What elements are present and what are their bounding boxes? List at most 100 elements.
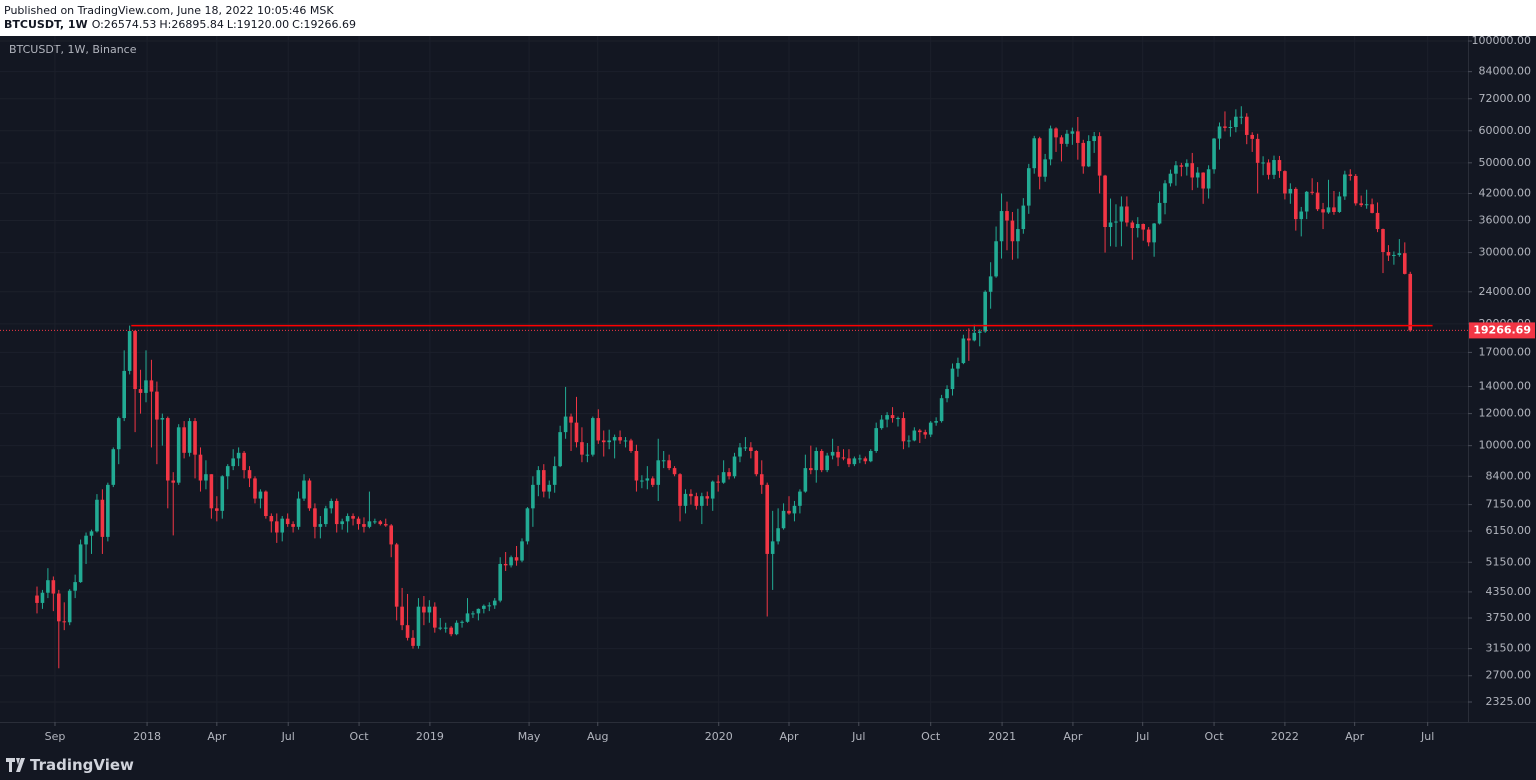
candle-body <box>182 427 186 453</box>
candle-body <box>689 493 693 497</box>
candle-body <box>847 458 851 465</box>
candle-body <box>809 468 813 471</box>
candle-body <box>1125 206 1129 223</box>
candle-body <box>487 605 492 607</box>
candle-body <box>1250 134 1255 139</box>
candle-body <box>945 389 949 399</box>
candle-body <box>645 478 650 481</box>
candle-body <box>1348 174 1353 176</box>
candle-body <box>149 380 154 392</box>
candle-body <box>427 606 432 613</box>
candle-body <box>967 338 971 341</box>
candle-body <box>122 370 126 419</box>
candle-body <box>580 442 584 455</box>
candle-body <box>585 454 590 456</box>
y-tick-label: 4350.00 <box>1486 585 1532 598</box>
candle-body <box>754 451 759 475</box>
candle-body <box>220 476 225 511</box>
candle-body <box>825 455 829 471</box>
candle-body <box>928 422 933 435</box>
candle-body <box>422 606 426 613</box>
candle-body <box>280 518 285 533</box>
candle-body <box>1206 169 1211 189</box>
x-tick-label: 2020 <box>705 730 733 743</box>
x-tick-label: 2019 <box>416 730 444 743</box>
candle-body <box>852 458 857 465</box>
candle-body <box>378 521 383 525</box>
x-tick-label: Jul <box>281 730 295 743</box>
y-tick-label: 12000.00 <box>1479 407 1532 420</box>
candle-body <box>1048 128 1053 160</box>
candle-body <box>1163 183 1167 203</box>
y-tick-label: 10000.00 <box>1479 439 1532 452</box>
candle-body <box>1408 273 1413 331</box>
candle-body <box>1332 207 1336 212</box>
candle-body <box>994 241 998 277</box>
candle-body <box>1152 223 1156 243</box>
candle-body <box>612 437 617 441</box>
candle-body <box>803 468 808 492</box>
candle-body <box>35 595 39 603</box>
candle-body <box>187 421 192 453</box>
candle-body <box>743 447 748 449</box>
candle-body <box>438 627 443 629</box>
x-tick-label: Jul <box>1420 730 1434 743</box>
candle-body <box>999 211 1004 242</box>
candle-body <box>1168 173 1173 184</box>
candle-body <box>176 427 181 483</box>
candle-body <box>492 600 497 606</box>
publish-info: Published on TradingView.com, June 18, 2… <box>4 4 334 17</box>
candle-body <box>672 468 677 475</box>
candle-body <box>1032 138 1037 169</box>
candle-body <box>841 457 846 459</box>
candle-body <box>144 380 148 393</box>
candle-body <box>1310 191 1314 193</box>
candle-body <box>84 535 88 545</box>
candle-body <box>1108 222 1113 228</box>
y-tick-label: 24000.00 <box>1479 285 1532 298</box>
candle-body <box>650 478 655 485</box>
candle-body <box>340 521 344 525</box>
candle-body <box>405 625 410 638</box>
candle-body <box>552 466 557 485</box>
candle-body <box>1321 209 1325 213</box>
candle-body <box>558 432 562 467</box>
ohlc-high: H:26895.84 <box>159 18 224 31</box>
x-tick-label: Sep <box>45 730 66 743</box>
candle-body <box>694 496 699 506</box>
candle-body <box>792 505 797 514</box>
candle-body <box>678 474 682 506</box>
candle-body <box>269 516 274 522</box>
candle-body <box>727 472 731 477</box>
y-tick-label: 50000.00 <box>1479 156 1532 169</box>
candle-body <box>907 440 911 442</box>
candle-body <box>138 389 143 393</box>
symbol: BTCUSDT, 1W <box>4 18 88 31</box>
ohlc-open: O:26574.53 <box>91 18 157 31</box>
candle-body <box>307 480 312 509</box>
candle-body <box>759 474 764 485</box>
candle-body <box>1375 212 1380 230</box>
candle-body <box>1157 202 1162 224</box>
candle-body <box>160 418 165 420</box>
candle-body <box>1288 188 1293 194</box>
candle-body <box>302 480 306 499</box>
candle-body <box>313 508 317 527</box>
candle-body <box>972 332 977 341</box>
ohlc-low: L:19120.00 <box>226 18 290 31</box>
candle-body <box>411 637 415 646</box>
candle-body <box>836 451 840 458</box>
candle-body <box>1299 211 1304 220</box>
y-tick-label: 5150.00 <box>1486 555 1532 568</box>
x-tick-label: Aug <box>587 730 608 743</box>
candle-body <box>1005 211 1009 221</box>
candle-body <box>596 418 601 441</box>
candle-body <box>1359 203 1363 206</box>
x-tick-label: 2021 <box>988 730 1016 743</box>
candle-body <box>623 440 628 442</box>
candle-body <box>1065 133 1069 144</box>
candle-body <box>819 451 824 471</box>
candle-body <box>1174 165 1178 174</box>
candle-body <box>394 544 399 607</box>
